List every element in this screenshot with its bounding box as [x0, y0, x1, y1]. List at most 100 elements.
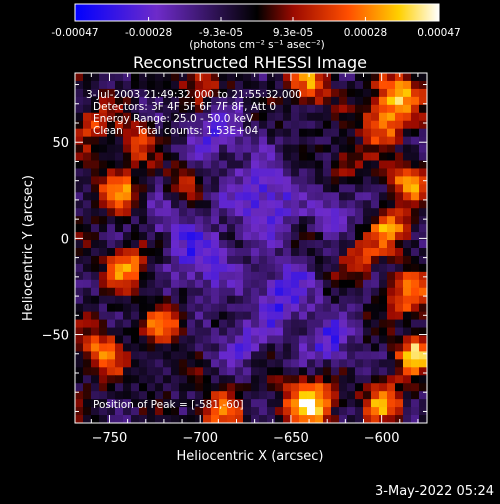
heatmap-cell	[299, 176, 308, 185]
heatmap-cell	[323, 391, 332, 400]
heatmap-cell	[163, 184, 172, 193]
heatmap-cell	[331, 407, 340, 416]
heatmap-cell	[131, 184, 140, 193]
heatmap-cell	[403, 104, 412, 114]
heatmap-cell	[315, 160, 324, 170]
heatmap-cell	[123, 216, 132, 225]
heatmap-cell	[315, 351, 324, 360]
heatmap-cell	[99, 184, 108, 193]
heatmap-cell	[347, 192, 356, 201]
heatmap-cell	[323, 255, 332, 265]
heatmap-cell	[155, 279, 164, 289]
heatmap-cell	[83, 248, 92, 257]
heatmap-cell	[283, 128, 292, 138]
heatmap-cell	[331, 168, 340, 177]
heatmap-cell	[99, 168, 108, 177]
heatmap-cell	[403, 184, 412, 193]
heatmap-cell	[83, 112, 92, 122]
heatmap-cell	[403, 359, 412, 368]
heatmap-cell	[363, 375, 372, 384]
heatmap-cell	[323, 208, 332, 217]
heatmap-cell	[107, 176, 116, 185]
heatmap-cell	[395, 295, 404, 305]
heatmap-cell	[331, 136, 340, 146]
heatmap-cell	[419, 88, 427, 98]
heatmap-cell	[123, 128, 132, 138]
heatmap-cell	[91, 240, 100, 249]
heatmap-cell	[155, 343, 164, 352]
heatmap-cell	[251, 248, 260, 257]
heatmap-cell	[379, 192, 388, 201]
heatmap-cell	[387, 120, 396, 130]
heatmap-cell	[155, 73, 164, 82]
heatmap-cell	[115, 391, 124, 400]
heatmap-cell	[235, 120, 244, 130]
heatmap-cell	[339, 343, 348, 352]
heatmap-cell	[315, 216, 324, 225]
heatmap-cell	[211, 240, 220, 249]
heatmap-cell	[187, 144, 196, 154]
heatmap-cell	[163, 343, 172, 352]
heatmap-cell	[227, 271, 236, 281]
heatmap-cell	[203, 287, 212, 297]
heatmap-cell	[195, 248, 204, 257]
heatmap-cell	[235, 359, 244, 368]
heatmap-cell	[187, 263, 196, 273]
heatmap-cell	[387, 367, 396, 376]
heatmap-cell	[155, 128, 164, 138]
heatmap-cell	[267, 192, 276, 201]
heatmap-cell	[147, 295, 156, 305]
heatmap-cell	[379, 375, 388, 384]
heatmap-cell	[115, 367, 124, 376]
heatmap-cell	[331, 263, 340, 273]
heatmap-cell	[259, 335, 268, 345]
heatmap-cell	[139, 391, 148, 400]
heatmap-cell	[291, 216, 300, 225]
heatmap-cell	[251, 73, 260, 82]
heatmap-cell	[339, 136, 348, 146]
heatmap-cell	[371, 407, 380, 416]
heatmap-cell	[163, 73, 172, 82]
heatmap-cell	[179, 216, 188, 225]
heatmap-cell	[307, 120, 316, 130]
y-tick-label: 50	[52, 136, 69, 151]
heatmap-cell	[179, 271, 188, 281]
heatmap-cell	[419, 216, 427, 225]
heatmap-cell	[187, 343, 196, 352]
heatmap-cell	[75, 80, 84, 90]
heatmap-cell	[235, 240, 244, 249]
heatmap-cell	[283, 240, 292, 249]
heatmap-cell	[115, 176, 124, 185]
heatmap-cell	[307, 367, 316, 376]
heatmap-cell	[235, 216, 244, 225]
heatmap-cell	[155, 144, 164, 154]
heatmap-cell	[307, 271, 316, 281]
heatmap-cell	[131, 192, 140, 201]
heatmap-cell	[339, 351, 348, 360]
x-tick-label: −750	[92, 431, 128, 446]
heatmap-cell	[347, 399, 356, 408]
x-tick-label: −650	[273, 431, 309, 446]
x-axis-ticks: −750 −700 −650 −600	[90, 73, 419, 446]
heatmap-cell	[131, 303, 140, 313]
heatmap-cell	[251, 168, 260, 177]
heatmap-cell	[371, 160, 380, 170]
heatmap-cell	[299, 96, 308, 106]
heatmap-cell	[203, 271, 212, 281]
heatmap-cell	[403, 303, 412, 313]
heatmap-cell	[323, 88, 332, 98]
heatmap-cell	[331, 375, 340, 384]
heatmap-cell	[411, 415, 420, 423]
heatmap-cell	[107, 295, 116, 305]
heatmap-cell	[267, 343, 276, 352]
heatmap-cell	[315, 319, 324, 329]
heatmap-cell	[331, 383, 340, 392]
heatmap-cell	[75, 208, 84, 217]
heatmap-cell	[395, 208, 404, 217]
heatmap-cell	[75, 287, 84, 297]
heatmap-cell	[99, 200, 108, 209]
heatmap-cell	[323, 160, 332, 170]
heatmap-cell	[387, 311, 396, 321]
heatmap-cell	[411, 144, 420, 154]
heatmap-cell	[403, 327, 412, 337]
